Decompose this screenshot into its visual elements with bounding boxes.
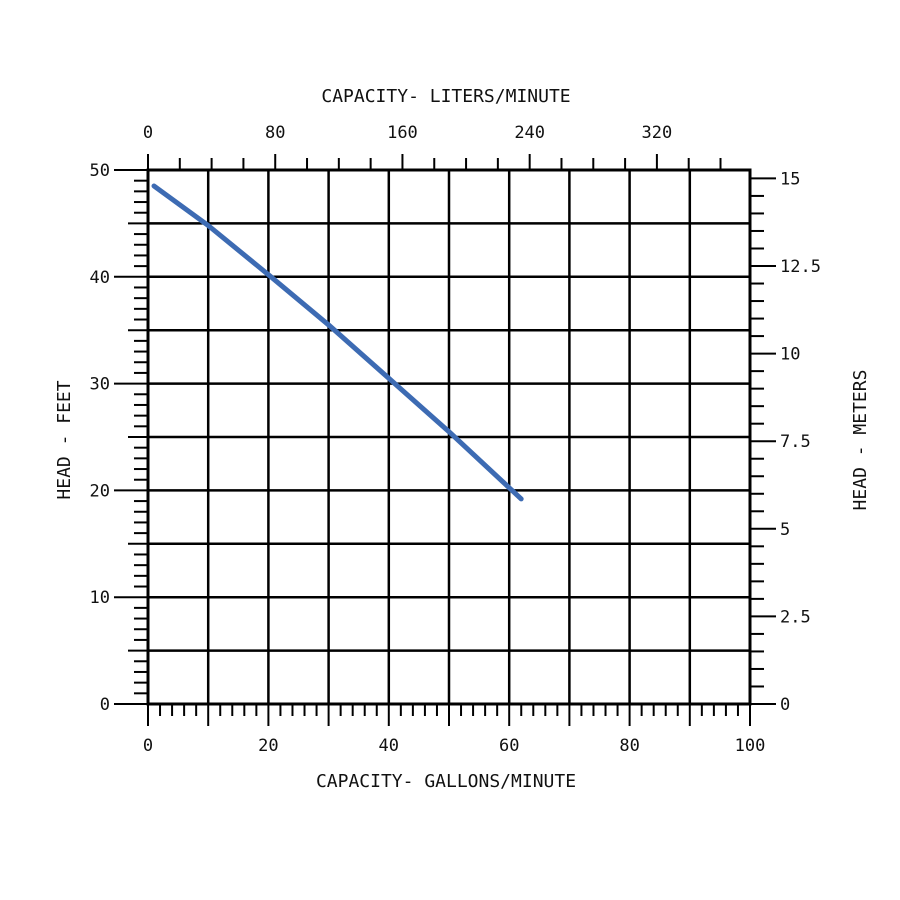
bottom-tick-label: 60 — [499, 736, 519, 756]
grid — [148, 170, 750, 704]
bottom-tick-label: 0 — [143, 736, 153, 756]
top-tick-label: 0 — [143, 123, 153, 143]
right-tick-label: 15 — [780, 169, 800, 189]
top-tick-label: 240 — [514, 123, 545, 143]
bottom-tick-label: 20 — [258, 736, 278, 756]
left-tick-label: 30 — [90, 375, 110, 395]
left-tick-label: 20 — [90, 481, 110, 501]
series-line-1 — [151, 183, 524, 502]
top-tick-label: 160 — [387, 123, 418, 143]
top-tick-label: 80 — [265, 123, 285, 143]
bottom-axis-title: CAPACITY- GALLONS/MINUTE — [316, 771, 576, 792]
right-tick-label: 5 — [780, 520, 790, 540]
series-layer — [151, 183, 524, 502]
right-tick-label: 10 — [780, 345, 800, 365]
right-axis-title: HEAD - METERS — [850, 370, 871, 511]
bottom-tick-label: 40 — [379, 736, 399, 756]
top-tick-label: 320 — [642, 123, 673, 143]
left-tick-label: 10 — [90, 588, 110, 608]
left-tick-label: 40 — [90, 268, 110, 288]
top-axis-title: CAPACITY- LITERS/MINUTE — [321, 86, 570, 107]
left-tick-label: 50 — [90, 161, 110, 181]
bottom-tick-label: 80 — [619, 736, 639, 756]
right-tick-label: 0 — [780, 695, 790, 715]
right-tick-label: 7.5 — [780, 432, 811, 452]
left-tick-label: 0 — [100, 695, 110, 715]
left-axis-title: HEAD - FEET — [54, 380, 75, 499]
right-tick-label: 2.5 — [780, 607, 811, 627]
axis-ticks — [114, 154, 776, 726]
bottom-tick-label: 100 — [735, 736, 766, 756]
right-tick-label: 12.5 — [780, 257, 821, 277]
tick-labels: 0 20 40 60 80 100 0 10 20 30 40 50 0 2.5 5 7.5 10 12.5 15 0… — [90, 123, 821, 756]
plot-frame — [146, 168, 752, 706]
